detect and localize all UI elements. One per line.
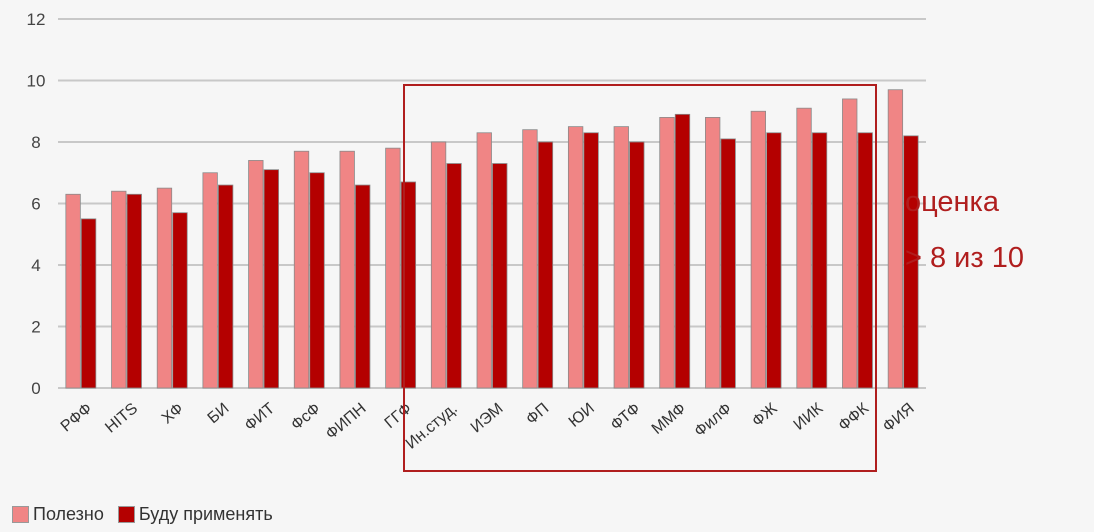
bar-polezno-11 [567, 126, 584, 389]
y-tick-label: 8 [31, 133, 40, 152]
bar-budu-primenyat-5 [309, 172, 325, 389]
bar-polezno-16 [796, 107, 812, 389]
bar-budu-primenyat-13 [674, 113, 691, 389]
y-tick-label: 0 [31, 379, 40, 398]
bar-budu-primenyat-2 [172, 212, 188, 389]
x-tick-label: ФИПН [323, 400, 370, 443]
bar-budu-primenyat-8 [446, 163, 462, 389]
bar-polezno-13 [659, 117, 675, 389]
annotation: оценка > 8 из 10 [905, 174, 1024, 286]
highlight-box [403, 84, 877, 472]
legend: Полезно Буду применять [12, 504, 287, 525]
bar-polezno-0 [65, 193, 81, 389]
bar-budu-primenyat-4 [263, 169, 279, 389]
bar-polezno-9 [476, 132, 492, 389]
bar-polezno-4 [248, 160, 264, 389]
y-tick-label: 2 [31, 318, 40, 337]
x-tick-label: HITS [102, 400, 141, 436]
bar-polezno-7 [385, 147, 401, 389]
legend-item-polezno: Полезно [12, 504, 104, 525]
x-tick-label: РФФ [58, 400, 96, 435]
bar-budu-primenyat-14 [720, 138, 736, 389]
bar-budu-primenyat-0 [80, 218, 97, 389]
bar-polezno-10 [522, 129, 538, 389]
bar-polezno-3 [202, 172, 218, 389]
annotation-line-2: > 8 из 10 [905, 242, 1024, 274]
bar-budu-primenyat-11 [583, 132, 599, 389]
y-tick-label: 10 [27, 72, 46, 91]
x-tick-label: ХФ [159, 400, 187, 427]
bars [65, 89, 919, 389]
bar-budu-primenyat-3 [217, 184, 234, 389]
x-tick-label: ФИТ [242, 400, 279, 435]
bar-budu-primenyat-16 [811, 132, 828, 389]
annotation-line-1: оценка [905, 186, 1000, 218]
bar-polezno-15 [750, 110, 767, 389]
bar-budu-primenyat-6 [355, 184, 371, 389]
bar-budu-primenyat-12 [629, 141, 645, 389]
bar-budu-primenyat-1 [126, 193, 142, 389]
bar-polezno-2 [156, 187, 173, 389]
bar-polezno-18 [887, 89, 904, 389]
bar-polezno-14 [705, 117, 721, 389]
legend-swatch-budu-primenyat [117, 506, 135, 523]
bar-polezno-5 [293, 150, 310, 389]
legend-label-polezno: Полезно [33, 504, 104, 524]
bar-budu-primenyat-18 [903, 135, 919, 389]
bar-polezno-12 [613, 126, 629, 389]
x-tick-label: БИ [205, 400, 233, 427]
bar-budu-primenyat-15 [766, 132, 782, 389]
y-tick-label: 12 [27, 10, 46, 29]
x-tick-label: ФИЯ [880, 400, 918, 436]
y-axis-ticks: 0 2 4 6 8 10 12 [27, 10, 46, 398]
legend-swatch-polezno [12, 506, 29, 523]
x-tick-label: ФсФ [288, 400, 324, 434]
legend-item-budu-primenyat: Буду применять [117, 504, 273, 525]
bar-budu-primenyat-17 [857, 132, 873, 389]
bar-polezno-6 [339, 150, 355, 389]
bar-polezno-1 [111, 190, 127, 389]
bar-polezno-8 [430, 141, 447, 389]
y-tick-label: 4 [31, 256, 40, 275]
bar-polezno-17 [842, 98, 858, 389]
bar-budu-primenyat-10 [537, 141, 554, 389]
bar-budu-primenyat-9 [492, 163, 508, 389]
legend-label-budu-primenyat: Буду применять [138, 504, 273, 524]
y-tick-label: 6 [31, 195, 40, 214]
